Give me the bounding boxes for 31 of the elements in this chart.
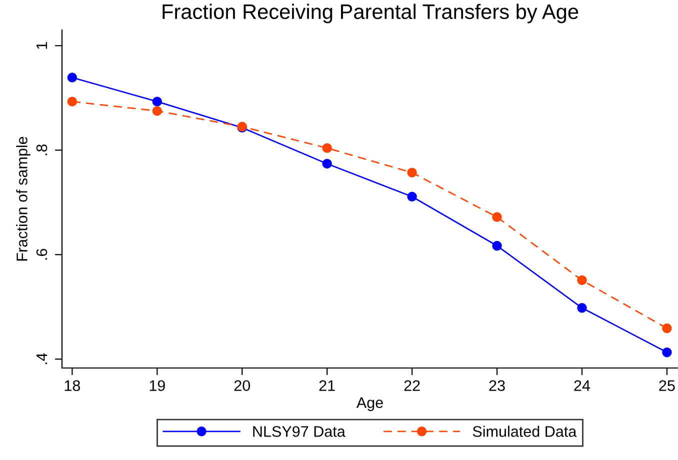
point bbox=[152, 106, 162, 116]
y-tick-label: 1 bbox=[36, 42, 48, 49]
x-tick-label: 24 bbox=[574, 380, 590, 391]
point bbox=[67, 72, 78, 82]
point bbox=[152, 96, 162, 106]
point bbox=[322, 143, 332, 153]
y-tick-label: .8 bbox=[36, 144, 48, 156]
point bbox=[662, 323, 672, 334]
point bbox=[322, 158, 332, 169]
y-axis-title: Fraction of sample bbox=[16, 136, 30, 261]
x-tick-label: 21 bbox=[319, 380, 335, 391]
point bbox=[492, 240, 502, 251]
x-tick-label: 20 bbox=[234, 380, 250, 392]
point bbox=[67, 96, 78, 106]
x-tick-label: 23 bbox=[489, 380, 505, 392]
point bbox=[577, 303, 587, 313]
chart-title: Fraction Receiving Parental Transfers by Age bbox=[162, 4, 578, 24]
point bbox=[577, 275, 587, 286]
y-tick-label: .6 bbox=[36, 248, 48, 260]
x-tick-label: 22 bbox=[404, 380, 420, 391]
x-tick-label: 25 bbox=[659, 380, 675, 392]
point bbox=[407, 168, 417, 178]
x-tick-label: 18 bbox=[64, 380, 80, 392]
x-tick-label: 19 bbox=[150, 380, 165, 392]
x-axis-title: Age bbox=[356, 397, 383, 412]
legend-label: Simulated Data bbox=[472, 426, 577, 437]
point bbox=[662, 347, 672, 358]
point bbox=[492, 212, 502, 222]
point bbox=[407, 192, 417, 202]
y-tick-label: .4 bbox=[36, 353, 48, 364]
legend-label: NLSY97 Data bbox=[253, 426, 346, 437]
